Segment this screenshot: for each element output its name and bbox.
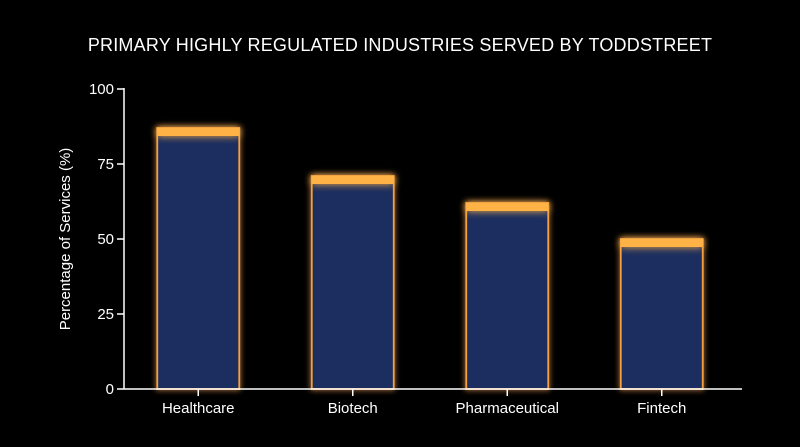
bar-cap — [311, 176, 394, 184]
chart-title: PRIMARY HIGHLY REGULATED INDUSTRIES SERV… — [88, 35, 712, 55]
bar-healthcare — [156, 127, 241, 390]
x-tick-label: Healthcare — [162, 400, 235, 417]
bar-fintech — [619, 238, 704, 390]
bar-cap — [620, 239, 703, 247]
bars — [156, 127, 704, 390]
x-axis-labels: Healthcare Biotech Pharmaceutical Fintech — [162, 389, 686, 417]
y-tick-label: 75 — [97, 156, 114, 173]
bar-biotech — [310, 175, 395, 390]
y-tick-label: 50 — [97, 231, 114, 248]
bar-cap — [157, 128, 240, 136]
x-tick-label: Pharmaceutical — [456, 400, 559, 417]
y-tick-label: 100 — [89, 81, 114, 98]
x-tick-label: Biotech — [328, 400, 378, 417]
bar-pharmaceutical — [465, 202, 550, 390]
y-axis-ticks: 0 25 50 75 100 — [89, 81, 124, 398]
y-tick-label: 0 — [106, 381, 114, 398]
y-axis-label: Percentage of Services (%) — [57, 148, 74, 331]
bar-cap — [466, 203, 549, 211]
y-tick-label: 25 — [97, 306, 114, 323]
x-tick-label: Fintech — [637, 400, 686, 417]
